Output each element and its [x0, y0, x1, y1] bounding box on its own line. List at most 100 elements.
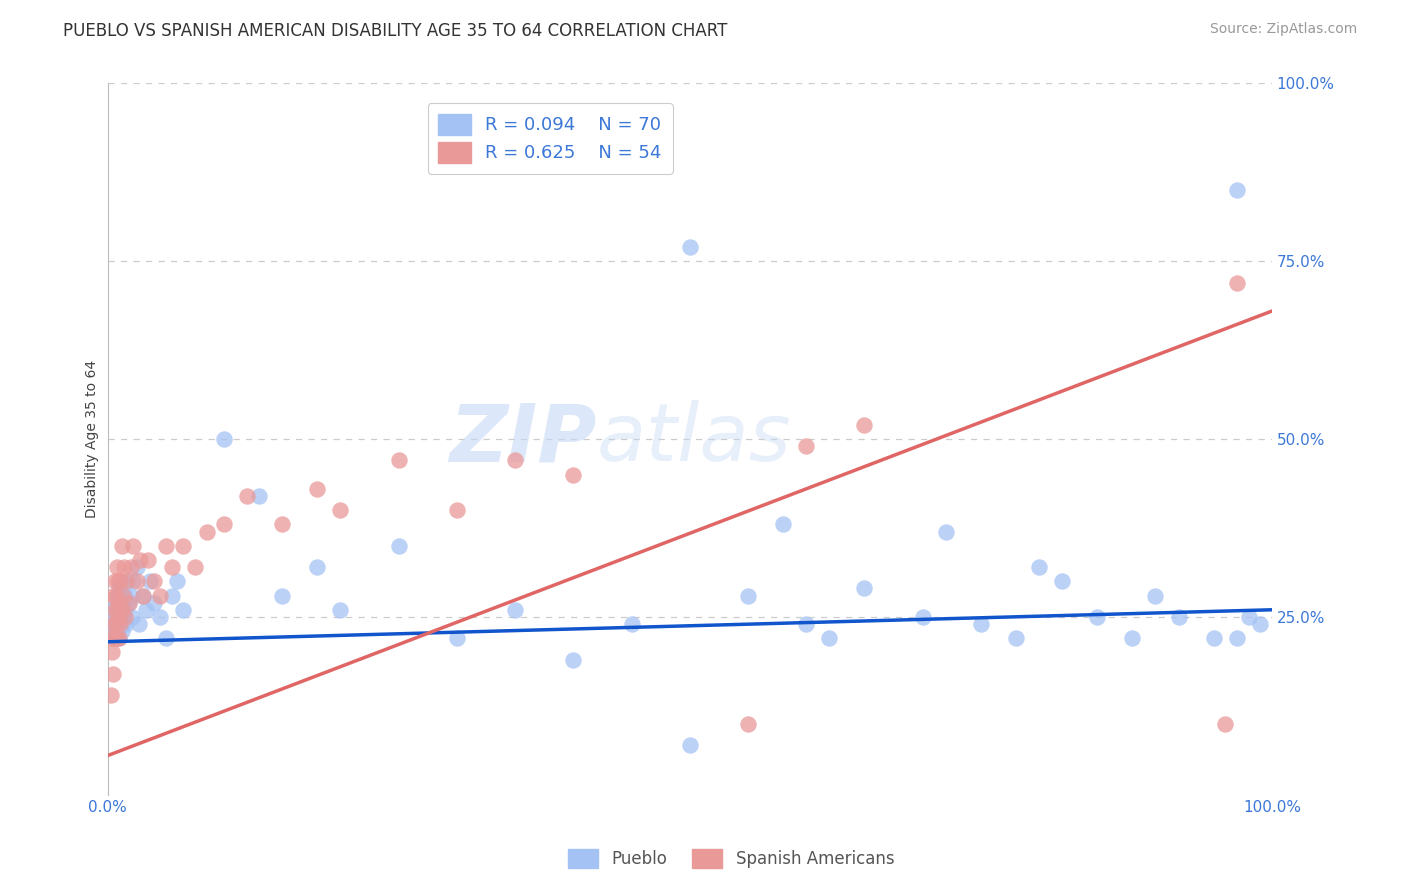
- Point: [105, 560, 128, 574]
- Point: [1028, 560, 1050, 574]
- Point: [155, 539, 177, 553]
- Legend: Pueblo, Spanish Americans: Pueblo, Spanish Americans: [561, 842, 901, 875]
- Text: PUEBLO VS SPANISH AMERICAN DISABILITY AGE 35 TO 64 CORRELATION CHART: PUEBLO VS SPANISH AMERICAN DISABILITY AG…: [63, 22, 728, 40]
- Point: [1226, 631, 1249, 645]
- Point: [111, 617, 134, 632]
- Point: [108, 631, 131, 645]
- Point: [104, 624, 127, 639]
- Point: [112, 610, 135, 624]
- Point: [103, 603, 125, 617]
- Point: [104, 589, 127, 603]
- Point: [1167, 610, 1189, 624]
- Point: [172, 603, 194, 617]
- Point: [104, 631, 127, 645]
- Point: [125, 574, 148, 589]
- Point: [503, 603, 526, 617]
- Point: [184, 560, 207, 574]
- Point: [271, 517, 294, 532]
- Point: [128, 617, 150, 632]
- Point: [772, 517, 794, 532]
- Point: [195, 524, 218, 539]
- Point: [105, 631, 128, 645]
- Point: [103, 666, 125, 681]
- Point: [562, 652, 585, 666]
- Point: [117, 574, 139, 589]
- Point: [149, 589, 172, 603]
- Point: [853, 417, 876, 432]
- Point: [620, 617, 643, 632]
- Point: [329, 603, 352, 617]
- Point: [117, 596, 139, 610]
- Text: atlas: atlas: [596, 401, 792, 478]
- Point: [107, 603, 129, 617]
- Point: [1226, 183, 1249, 197]
- Point: [172, 539, 194, 553]
- Point: [110, 589, 132, 603]
- Point: [166, 574, 188, 589]
- Point: [115, 617, 138, 632]
- Point: [120, 589, 142, 603]
- Text: ZIP: ZIP: [450, 401, 596, 478]
- Point: [446, 631, 468, 645]
- Point: [307, 560, 329, 574]
- Point: [1226, 276, 1249, 290]
- Point: [679, 738, 702, 752]
- Point: [138, 574, 160, 589]
- Point: [104, 596, 127, 610]
- Text: Source: ZipAtlas.com: Source: ZipAtlas.com: [1209, 22, 1357, 37]
- Point: [103, 617, 125, 632]
- Point: [1144, 589, 1167, 603]
- Point: [149, 610, 172, 624]
- Point: [103, 631, 125, 645]
- Point: [1249, 617, 1271, 632]
- Point: [446, 503, 468, 517]
- Point: [101, 631, 124, 645]
- Point: [105, 610, 128, 624]
- Legend: R = 0.094    N = 70, R = 0.625    N = 54: R = 0.094 N = 70, R = 0.625 N = 54: [427, 103, 672, 174]
- Point: [105, 603, 128, 617]
- Point: [247, 489, 270, 503]
- Point: [911, 610, 934, 624]
- Point: [212, 432, 235, 446]
- Point: [737, 589, 759, 603]
- Point: [101, 645, 124, 659]
- Point: [737, 716, 759, 731]
- Point: [111, 596, 134, 610]
- Point: [155, 631, 177, 645]
- Point: [108, 596, 131, 610]
- Point: [160, 589, 183, 603]
- Point: [110, 610, 132, 624]
- Point: [794, 439, 817, 453]
- Point: [114, 603, 136, 617]
- Point: [143, 574, 166, 589]
- Point: [103, 589, 125, 603]
- Point: [108, 596, 131, 610]
- Point: [105, 589, 128, 603]
- Point: [107, 610, 129, 624]
- Point: [114, 589, 136, 603]
- Point: [121, 610, 143, 624]
- Point: [236, 489, 259, 503]
- Point: [1085, 610, 1108, 624]
- Point: [110, 624, 132, 639]
- Point: [503, 453, 526, 467]
- Point: [117, 596, 139, 610]
- Point: [111, 589, 134, 603]
- Point: [388, 539, 411, 553]
- Point: [1052, 574, 1074, 589]
- Point: [108, 582, 131, 596]
- Point: [110, 539, 132, 553]
- Point: [329, 503, 352, 517]
- Point: [271, 589, 294, 603]
- Point: [135, 603, 157, 617]
- Point: [818, 631, 841, 645]
- Point: [131, 589, 153, 603]
- Point: [129, 553, 152, 567]
- Point: [131, 589, 153, 603]
- Point: [679, 240, 702, 254]
- Point: [104, 617, 127, 632]
- Point: [1121, 631, 1143, 645]
- Point: [160, 560, 183, 574]
- Point: [104, 603, 127, 617]
- Point: [114, 610, 136, 624]
